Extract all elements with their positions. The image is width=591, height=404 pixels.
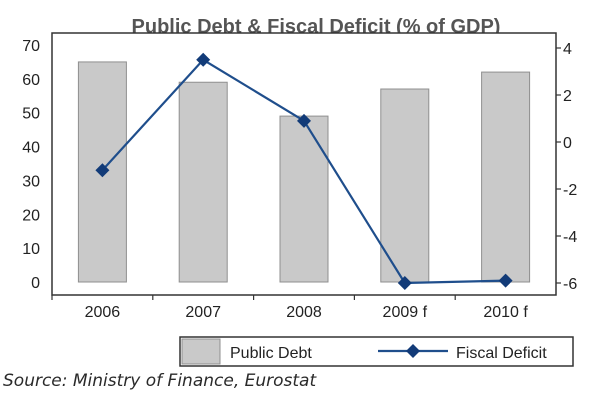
left-tick-label: 30 [22, 173, 40, 190]
legend-swatch-bar [181, 338, 221, 365]
left-tick-label: 50 [22, 106, 40, 123]
x-tick-label: 2007 [185, 304, 221, 321]
bar [178, 81, 228, 283]
right-tick-label: -6 [563, 276, 577, 293]
x-tick-label: 2008 [286, 304, 322, 321]
left-tick-label: 70 [22, 38, 40, 55]
left-tick-label: 10 [22, 241, 40, 258]
x-axis: 2006 2007 2008 2009 f 2010 f [51, 295, 528, 321]
right-tick-label: 0 [563, 135, 572, 152]
legend-label-fiscal-deficit: Fiscal Deficit [456, 345, 547, 362]
legend-label-public-debt: Public Debt [230, 345, 312, 362]
line-marker [397, 276, 412, 290]
bar [77, 61, 127, 283]
x-tick-label: 2010 f [483, 304, 528, 321]
x-tick-label: 2006 [85, 304, 121, 321]
x-tick-label: 2009 f [383, 304, 428, 321]
right-tick-label: 2 [563, 88, 572, 105]
right-tick-label: -4 [563, 229, 577, 246]
bar [481, 71, 531, 283]
right-tick-label: -2 [563, 182, 577, 199]
line-marker [196, 52, 211, 67]
line-marker [95, 163, 110, 178]
left-tick-label: 60 [22, 72, 40, 89]
bar [279, 115, 329, 283]
legend-swatch-marker [406, 344, 420, 358]
bar [380, 88, 430, 283]
source-note: Source: Ministry of Finance, Eurostat [3, 371, 317, 391]
line-marker [297, 113, 311, 128]
legend: Public Debt Fiscal Deficit [179, 336, 574, 367]
line-marker [498, 273, 513, 288]
right-axis: 4 2 0 -2 -4 -6 [556, 41, 577, 293]
left-tick-label: 0 [31, 275, 40, 292]
left-axis: 0 10 20 30 40 50 60 70 [22, 38, 40, 292]
bars-layer [77, 61, 531, 283]
right-tick-label: 4 [563, 41, 572, 58]
line-layer [95, 52, 513, 290]
left-tick-label: 20 [22, 207, 40, 224]
left-tick-label: 40 [22, 140, 40, 157]
legend-box [179, 336, 574, 367]
